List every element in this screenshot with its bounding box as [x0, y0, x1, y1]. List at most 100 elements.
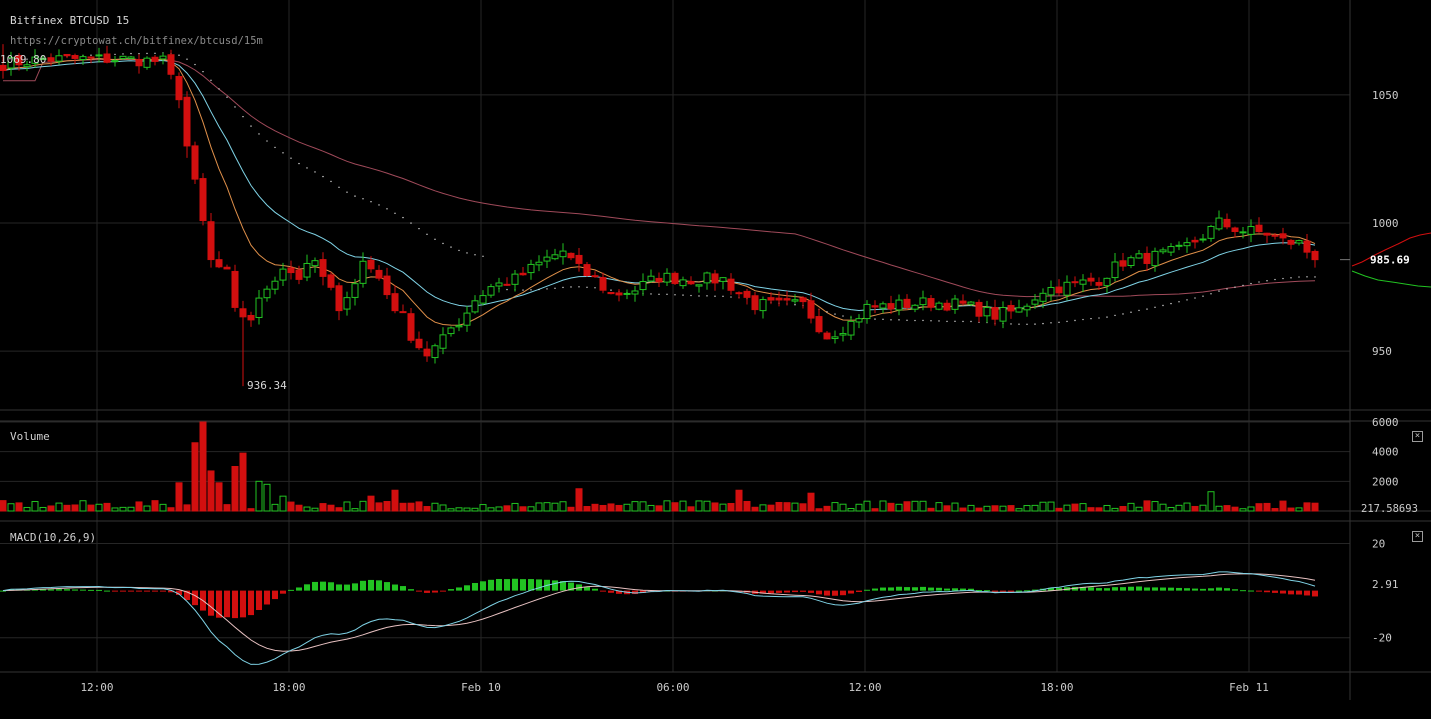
- macd-histogram-bar: [1032, 589, 1038, 591]
- macd-histogram-bar: [968, 588, 974, 591]
- candle-body: [1103, 277, 1111, 287]
- macd-histogram-bar: [360, 580, 366, 591]
- volume-bar: [1183, 502, 1191, 512]
- macd-histogram-bar: [1248, 590, 1254, 592]
- indicator-dot: [906, 319, 908, 321]
- candle-body: [95, 54, 103, 57]
- volume-bar: [871, 508, 879, 512]
- macd-histogram-bar: [632, 590, 638, 595]
- volume-close-icon[interactable]: ×: [1412, 431, 1423, 442]
- volume-bar: [1167, 506, 1175, 512]
- macd-histogram-bar: [640, 590, 646, 593]
- macd-histogram-bar: [1184, 588, 1190, 591]
- candle-body: [303, 262, 311, 278]
- volume-bar: [1175, 504, 1183, 512]
- volume-bar: [887, 502, 895, 512]
- volume-bar: [239, 452, 247, 512]
- candle-body: [455, 325, 463, 328]
- indicator-dot: [930, 320, 932, 322]
- macd-histogram-bar: [432, 590, 438, 593]
- candle-body: [367, 259, 375, 270]
- macd-histogram-bar: [80, 589, 86, 591]
- candle-body: [663, 272, 671, 283]
- volume-bar: [1111, 507, 1119, 512]
- indicator-dot: [474, 254, 476, 256]
- candle-body: [199, 178, 207, 222]
- axis-labels: 12:00 18:00 Feb 10 06:00 12:00 18:00 Feb 11 105…: [80, 89, 1417, 694]
- candle-body: [815, 316, 823, 333]
- volume-bar: [359, 500, 367, 512]
- volume-bar: [1279, 500, 1287, 512]
- indicator-dot: [330, 180, 332, 183]
- volume-bar: [919, 500, 927, 512]
- volume-bar: [879, 500, 887, 512]
- price-tick-label: 1050: [1372, 89, 1399, 102]
- candle-body: [239, 308, 247, 318]
- indicator-dot: [1138, 309, 1140, 312]
- macd-histogram-bar: [536, 579, 542, 591]
- macd-histogram-bar: [1272, 590, 1278, 593]
- candlesticks[interactable]: [0, 44, 1319, 387]
- candle-body: [1231, 227, 1239, 232]
- indicator-dot: [570, 286, 572, 288]
- volume-bar: [559, 501, 567, 512]
- candle-body: [623, 292, 631, 295]
- macd-close-icon[interactable]: ×: [1412, 531, 1423, 542]
- macd-histogram-bar: [912, 587, 918, 591]
- volume-bar: [695, 500, 703, 512]
- candle-body: [479, 295, 487, 304]
- candle-body: [799, 297, 807, 303]
- candle-body: [767, 297, 775, 301]
- volume-bar: [1023, 505, 1031, 512]
- volume-bar: [583, 506, 591, 512]
- volume-tick-label: 6000: [1372, 416, 1399, 429]
- candle-body: [1159, 249, 1167, 253]
- macd-histogram-bar: [352, 583, 358, 591]
- macd-histogram-bar: [1088, 587, 1094, 591]
- volume-bar: [143, 505, 151, 512]
- indicator-dot: [1306, 276, 1308, 278]
- volume-bar: [615, 504, 623, 512]
- macd-histogram-bar: [216, 590, 222, 618]
- indicator-dot: [914, 319, 916, 322]
- indicator-dot: [402, 216, 404, 219]
- candle-body: [1023, 305, 1031, 311]
- ask-depth-line: [1351, 232, 1431, 267]
- volume-bar: [247, 508, 255, 512]
- candle-body: [1271, 234, 1279, 237]
- candle-body: [287, 267, 295, 274]
- macd-histogram-bar: [776, 590, 782, 593]
- indicator-dot: [898, 319, 900, 321]
- macd-histogram-bar: [144, 590, 150, 592]
- candle-body: [375, 269, 383, 279]
- indicator-dot: [1242, 284, 1244, 287]
- candle-body: [863, 303, 871, 320]
- macd-histogram-bar: [816, 590, 822, 595]
- candle-body: [1199, 238, 1207, 241]
- volume-bar: [551, 502, 559, 512]
- candle-body: [959, 300, 967, 304]
- volume-bar: [175, 482, 183, 512]
- indicator-dot: [610, 289, 612, 291]
- candle-body: [583, 264, 591, 277]
- macd-signal-line: [2, 573, 1316, 652]
- indicator-dot: [578, 286, 580, 288]
- macd-histogram-bar: [616, 590, 622, 594]
- candle-body: [983, 307, 991, 317]
- volume-bar: [127, 506, 135, 512]
- candle-body: [919, 297, 927, 306]
- macd-histogram-bar: [1136, 586, 1142, 591]
- chart-url[interactable]: https://cryptowat.ch/bitfinex/btcusd/15m: [10, 35, 263, 47]
- candle-body: [1127, 257, 1135, 267]
- volume-bar: [1151, 501, 1159, 512]
- volume-tick-label: 2000: [1372, 475, 1399, 488]
- indicator-dot: [842, 315, 844, 317]
- macd-histogram-bar: [72, 589, 78, 591]
- candle-body: [631, 290, 639, 295]
- macd-histogram-bar: [40, 589, 46, 591]
- candle-body: [1311, 250, 1319, 261]
- indicator-dot: [1282, 277, 1284, 280]
- candle-body: [55, 55, 63, 62]
- macd-histogram-bar: [344, 584, 350, 591]
- indicator-dot: [202, 70, 204, 73]
